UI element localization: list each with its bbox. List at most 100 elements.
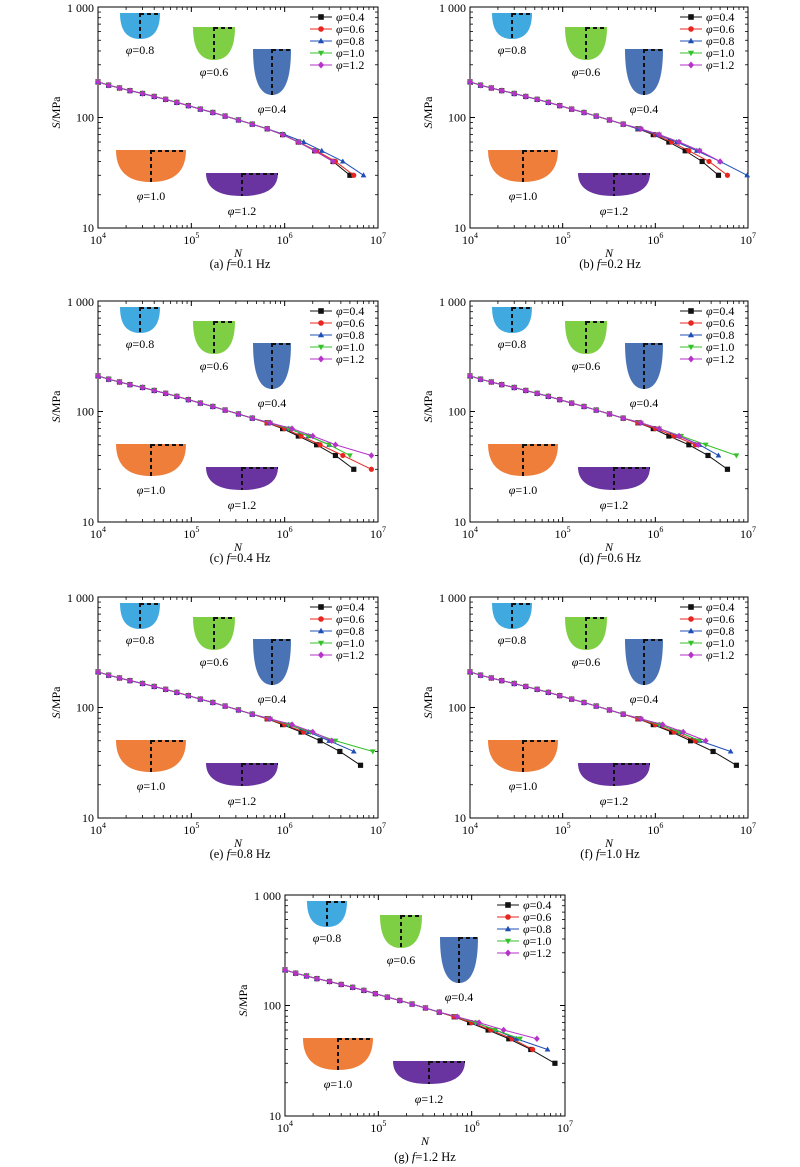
legend-item: φ=1.0 xyxy=(680,340,734,354)
data-point xyxy=(95,78,101,86)
data-point xyxy=(676,432,682,440)
data-point xyxy=(295,138,302,146)
crack-shape-icon-phi-0-6 xyxy=(565,617,607,650)
data-point xyxy=(162,390,169,397)
data-point xyxy=(209,109,216,116)
data-point xyxy=(368,452,375,459)
x-tick-label: 104 xyxy=(90,231,106,247)
legend-label: φ=0.4 xyxy=(336,10,364,24)
data-point xyxy=(349,984,356,991)
chart-panel-c: 104 105 106 107 10 100 1 000 N S/MPa (c) f=0.4 Hz… xyxy=(49,295,386,565)
x-tick-label: 104 xyxy=(462,231,478,247)
crack-shape-icon-phi-1-2 xyxy=(206,763,278,786)
legend-label: φ=0.6 xyxy=(706,22,734,36)
legend-item: φ=1.2 xyxy=(310,352,364,366)
y-axis-label: S/MPa xyxy=(49,686,63,719)
crack-shape-icon-phi-0-8 xyxy=(120,603,160,629)
legend-item: φ=0.4 xyxy=(680,10,734,24)
data-point xyxy=(105,81,112,89)
legend-label: φ=1.2 xyxy=(336,648,364,662)
data-point xyxy=(95,668,101,676)
crack-shape-icon-phi-0-4 xyxy=(625,49,663,95)
x-tick-label: 107 xyxy=(370,821,386,837)
legend-marker xyxy=(687,640,695,647)
data-point xyxy=(498,677,505,684)
shape-label: φ=0.8 xyxy=(498,633,526,647)
data-point xyxy=(511,680,518,687)
legend-label: φ=0.6 xyxy=(336,612,364,626)
legend-marker xyxy=(505,902,511,908)
data-point xyxy=(705,452,711,459)
x-axis-label: N xyxy=(420,1134,430,1148)
crack-shape-icon-phi-0-8 xyxy=(307,901,347,927)
data-point xyxy=(314,975,320,982)
data-point xyxy=(396,997,403,1004)
legend-item: φ=0.8 xyxy=(310,624,364,638)
data-point xyxy=(326,442,333,448)
legend-item: φ=1.2 xyxy=(680,352,734,366)
crack-shape-icon-phi-0-6 xyxy=(193,27,235,60)
data-point xyxy=(727,748,734,754)
shape-label: φ=1.2 xyxy=(228,794,256,808)
legend-label: φ=0.4 xyxy=(706,10,734,24)
data-point xyxy=(568,695,575,703)
legend-item: φ=0.4 xyxy=(310,304,364,318)
legend-item: φ=0.8 xyxy=(310,34,364,48)
panel-caption: (e) f=0.8 Hz xyxy=(210,847,271,861)
series-φ=1.2 xyxy=(282,966,540,1043)
data-point xyxy=(139,384,146,391)
data-point xyxy=(488,84,495,92)
data-point xyxy=(139,680,146,687)
crack-shape-icon-phi-0-6 xyxy=(380,915,422,948)
data-point xyxy=(116,378,123,386)
series-φ=1.2 xyxy=(467,372,702,449)
legend-label: φ=0.8 xyxy=(336,624,364,638)
chart-panel-b: 104 105 106 107 10 100 1 000 N S/MPa (b) f=0.2 Hz… xyxy=(421,1,756,271)
data-point xyxy=(337,748,343,755)
data-point xyxy=(699,158,705,165)
x-axis-label: N xyxy=(604,836,614,850)
series-line xyxy=(284,969,533,1050)
data-point xyxy=(95,372,101,380)
x-axis-label: N xyxy=(233,836,243,850)
legend-item: φ=1.0 xyxy=(310,636,364,650)
crack-shape-icon-phi-1-0 xyxy=(116,150,186,182)
data-point xyxy=(593,702,600,710)
legend-item: φ=0.6 xyxy=(497,910,551,924)
data-point xyxy=(715,172,722,178)
legend-marker xyxy=(504,938,512,945)
data-point xyxy=(340,452,346,459)
legend-label: φ=1.0 xyxy=(706,340,734,354)
data-point xyxy=(454,1013,461,1021)
y-tick-label: 10 xyxy=(454,811,466,825)
legend-item: φ=0.8 xyxy=(310,328,364,342)
crack-shape-icon-phi-0-4 xyxy=(253,49,291,95)
data-point xyxy=(686,148,692,154)
legend-item: φ=0.6 xyxy=(310,22,364,36)
y-tick-label: 10 xyxy=(454,221,466,235)
y-axis-label: S/MPa xyxy=(421,686,435,719)
data-point xyxy=(347,453,353,459)
data-point xyxy=(467,78,473,86)
data-point xyxy=(347,172,353,178)
shape-label: φ=0.6 xyxy=(200,655,228,669)
crack-shape-icon-phi-0-6 xyxy=(193,321,235,354)
shape-label: φ=1.2 xyxy=(600,794,628,808)
data-point xyxy=(522,93,529,100)
legend-marker xyxy=(317,37,325,44)
x-tick-label: 105 xyxy=(555,231,571,247)
data-point xyxy=(151,93,158,100)
legend-item: φ=0.8 xyxy=(680,34,734,48)
x-axis-label: N xyxy=(233,246,243,260)
legend-label: φ=0.8 xyxy=(523,922,551,936)
data-point xyxy=(309,432,316,440)
y-tick-label: 1 000 xyxy=(67,1,94,15)
y-tick-label: 10 xyxy=(82,811,94,825)
x-tick-label: 104 xyxy=(90,821,106,837)
y-tick-label: 100 xyxy=(76,701,94,715)
crack-shape-icon-phi-0-8 xyxy=(492,13,532,39)
x-tick-label: 107 xyxy=(370,525,386,541)
crack-shape-icon-phi-1-0 xyxy=(303,1038,373,1070)
legend-item: φ=0.6 xyxy=(310,612,364,626)
x-tick-label: 107 xyxy=(740,231,756,247)
